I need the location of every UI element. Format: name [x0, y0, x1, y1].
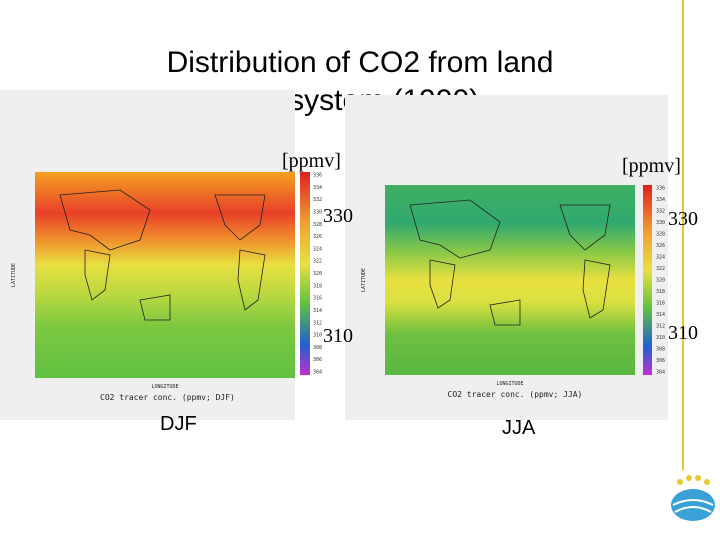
- colorbar-tick-label: 326: [313, 234, 322, 240]
- colorbar-tick-label: 328: [313, 222, 322, 228]
- colorbar-tick-label: 316: [313, 296, 322, 302]
- colorbar-tick-label: 310: [313, 333, 322, 339]
- colorbar-tick-label: 306: [313, 357, 322, 363]
- y-axis-label: LATITUDE: [11, 263, 17, 287]
- colorbar-tick-label: 312: [656, 324, 665, 330]
- colorbar-tick-label: 324: [313, 246, 322, 252]
- unit-label: [ppmv]: [622, 155, 681, 177]
- colorbar-tick-label: 326: [656, 243, 665, 249]
- unit-label: [ppmv]: [282, 150, 341, 172]
- map: [35, 172, 295, 378]
- season-label: JJA: [502, 417, 536, 439]
- colorbar-tick-label: 318: [656, 289, 665, 295]
- colorbar-tick-label: 332: [656, 209, 665, 215]
- colorbar-tick-label: 308: [313, 345, 322, 351]
- colorbar-tick-label: 332: [313, 197, 322, 203]
- y-axis-label: LATITUDE: [361, 268, 367, 292]
- colorbar-label: 330: [323, 205, 353, 227]
- colorbar-label: 310: [668, 322, 698, 344]
- colorbar-tick-label: 330: [313, 209, 322, 215]
- colorbar-tick-label: 308: [656, 347, 665, 353]
- colorbar-tick-label: 304: [656, 370, 665, 376]
- colorbar-tick-label: 334: [313, 185, 322, 191]
- colorbar-tick-label: 322: [313, 259, 322, 265]
- colorbar-tick-label: 316: [656, 301, 665, 307]
- logo: [671, 475, 715, 521]
- colorbar-label: 310: [323, 325, 353, 347]
- colorbar-tick-label: 320: [313, 271, 322, 277]
- x-axis-label: LONGITUDE: [151, 384, 178, 390]
- colorbar-tick-label: 304: [313, 370, 322, 376]
- map-caption: CO2 tracer conc. (ppmv; JJA): [448, 390, 583, 399]
- colorbar: [643, 185, 652, 375]
- colorbar-tick-label: 328: [656, 232, 665, 238]
- colorbar-tick-label: 320: [656, 278, 665, 284]
- colorbar: [300, 172, 310, 375]
- colorbar-tick-label: 310: [656, 335, 665, 341]
- colorbar-tick-label: 306: [656, 358, 665, 364]
- x-axis-label: LONGITUDE: [496, 381, 523, 387]
- colorbar-tick-label: 322: [656, 266, 665, 272]
- map: [385, 185, 635, 375]
- season-label: DJF: [160, 413, 197, 435]
- colorbar-label: 330: [668, 208, 698, 230]
- colorbar-tick-label: 324: [656, 255, 665, 261]
- map-caption: CO2 tracer conc. (ppmv; DJF): [100, 393, 235, 402]
- colorbar-tick-label: 336: [656, 186, 665, 192]
- colorbar-tick-label: 318: [313, 283, 322, 289]
- colorbar-tick-label: 336: [313, 173, 322, 179]
- colorbar-tick-label: 330: [656, 220, 665, 226]
- colorbar-tick-label: 334: [656, 197, 665, 203]
- colorbar-tick-label: 314: [313, 308, 322, 314]
- coastlines: [59, 189, 611, 326]
- colorbar-tick-label: 312: [313, 320, 322, 326]
- colorbar-tick-label: 314: [656, 312, 665, 318]
